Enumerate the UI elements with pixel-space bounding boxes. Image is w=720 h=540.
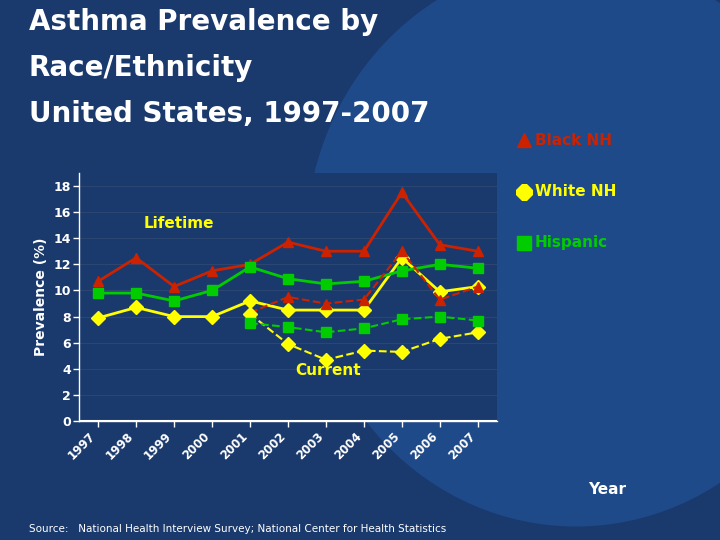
Text: Source:   National Health Interview Survey; National Center for Health Statistic: Source: National Health Interview Survey… [29, 523, 446, 534]
Text: Black NH: Black NH [535, 133, 612, 148]
Text: Asthma Prevalence by: Asthma Prevalence by [29, 8, 378, 36]
Y-axis label: Prevalence (%): Prevalence (%) [34, 238, 48, 356]
Text: Current: Current [296, 363, 361, 379]
Text: Lifetime: Lifetime [144, 215, 215, 231]
Text: White NH: White NH [535, 184, 616, 199]
Text: Year: Year [588, 482, 626, 497]
Text: Race/Ethnicity: Race/Ethnicity [29, 54, 253, 82]
Text: Hispanic: Hispanic [535, 235, 608, 251]
Text: United States, 1997-2007: United States, 1997-2007 [29, 100, 429, 128]
